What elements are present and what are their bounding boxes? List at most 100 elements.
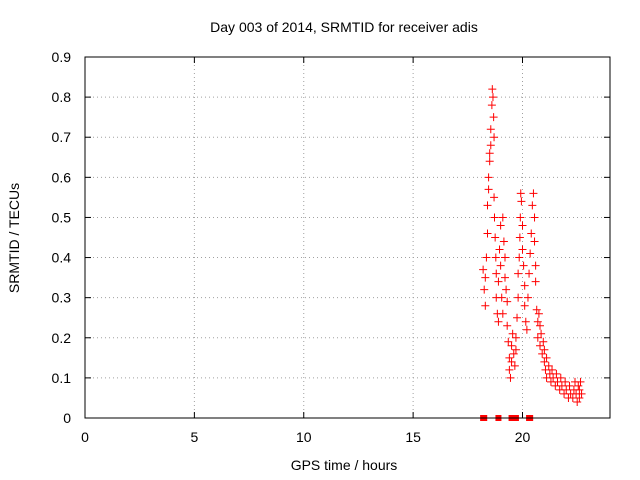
data-point-marker [506, 373, 515, 382]
data-point-marker [505, 365, 514, 374]
data-point-marker [498, 213, 507, 222]
data-point-marker [534, 309, 543, 318]
axis-ticks: 0 0.1 0.2 0.3 0.4 0.5 0.6 0.7 0.8 0.9 0 5 10 15 20 [52, 49, 610, 445]
data-point-marker [526, 249, 535, 258]
grid-lines [85, 57, 610, 418]
data-point-marker [536, 341, 544, 350]
data-point-marker [542, 353, 551, 362]
y-tick-label: 0.1 [52, 370, 72, 386]
data-point-marker [532, 305, 541, 314]
x-tick-label: 5 [190, 429, 198, 445]
data-point-marker [515, 233, 524, 242]
x-axis-label: GPS time / hours [291, 457, 398, 473]
data-point-marker [486, 125, 495, 134]
x-tick-label: 20 [515, 429, 531, 445]
data-point-marker [495, 245, 504, 254]
y-tick-label: 0.4 [52, 250, 72, 266]
chart-title: Day 003 of 2014, SRMTID for receiver adi… [210, 19, 478, 35]
data-point-marker [549, 373, 558, 382]
data-point-marker [533, 333, 542, 342]
data-point-marker [508, 329, 517, 338]
data-point-marker [562, 385, 571, 394]
data-point-marker [483, 229, 492, 238]
data-point-marker [520, 281, 529, 290]
data-point-marker [523, 293, 532, 302]
data-point-marker [483, 201, 492, 210]
data-point-marker [494, 317, 503, 326]
data-point-marker [507, 341, 516, 350]
data-point-marker [479, 265, 488, 274]
data-point-marker [514, 269, 523, 278]
data-point-marker [529, 189, 538, 198]
data-point-marker [481, 301, 490, 310]
data-point-marker [527, 229, 536, 238]
x-tick-label: 15 [405, 429, 421, 445]
data-point-marker [544, 361, 553, 370]
y-tick-label: 0.6 [52, 169, 72, 185]
data-point-marker [488, 93, 497, 102]
data-point-marker [507, 357, 516, 366]
data-point-marker [511, 333, 520, 342]
data-point-marker [485, 157, 494, 166]
data-point-marker [540, 345, 549, 354]
data-point-marker [533, 317, 542, 326]
data-point-marker [501, 253, 509, 262]
data-point-marker [575, 393, 584, 402]
data-point-marker [530, 213, 539, 222]
data-point-marker [490, 213, 499, 222]
data-point-marker [503, 321, 512, 330]
data-point-marker [490, 133, 499, 142]
y-tick-label: 0.3 [52, 290, 72, 306]
data-point-marker [531, 261, 540, 270]
data-point-marker [496, 261, 505, 270]
y-tick-label: 0.8 [52, 89, 72, 105]
data-point-marker [531, 277, 540, 286]
data-point-marker [491, 233, 500, 242]
data-point-marker [516, 189, 525, 198]
data-point-marker [482, 253, 491, 262]
data-point-marker [539, 337, 548, 346]
data-point-marker [510, 361, 519, 370]
data-point-marker [573, 397, 582, 406]
data-point-marker [538, 349, 547, 358]
y-axis-label: SRMTID / TECUs [6, 183, 22, 293]
data-point-marker [497, 293, 506, 302]
data-point-marker [557, 381, 566, 390]
data-point-marker [525, 269, 534, 278]
data-point-marker [480, 285, 489, 294]
data-point-marker [484, 173, 493, 182]
data-points [479, 85, 586, 421]
data-point-marker [481, 273, 490, 282]
data-point-marker [496, 221, 505, 230]
data-point-marker [575, 385, 584, 394]
y-tick-label: 0.5 [52, 209, 72, 225]
data-point-marker [492, 269, 501, 278]
data-point-marker [490, 193, 499, 202]
y-tick-label: 0.9 [52, 49, 72, 65]
data-point-marker [515, 253, 524, 262]
data-point-marker [553, 377, 562, 386]
data-point-marker [498, 309, 507, 318]
data-point-marker [494, 277, 503, 286]
data-point-marker [530, 237, 539, 246]
data-point-marker [577, 389, 586, 398]
data-point-marker [516, 213, 525, 222]
data-point-marker [552, 369, 561, 378]
x-tick-label: 0 [81, 429, 89, 445]
data-point-marker [540, 357, 549, 366]
data-point-marker [484, 185, 493, 194]
data-point-marker [511, 345, 520, 354]
data-point-marker [488, 85, 497, 94]
y-tick-label: 0.2 [52, 330, 72, 346]
data-point-marker [499, 237, 508, 246]
data-point-marker [518, 245, 527, 254]
data-point-marker [485, 149, 494, 158]
data-point-marker [548, 365, 557, 374]
data-point-marker [517, 197, 526, 206]
data-point-marker [536, 321, 544, 330]
data-point-marker [520, 301, 529, 310]
data-point-marker [501, 273, 509, 282]
data-point-marker [509, 349, 518, 358]
data-point-marker [519, 261, 528, 270]
